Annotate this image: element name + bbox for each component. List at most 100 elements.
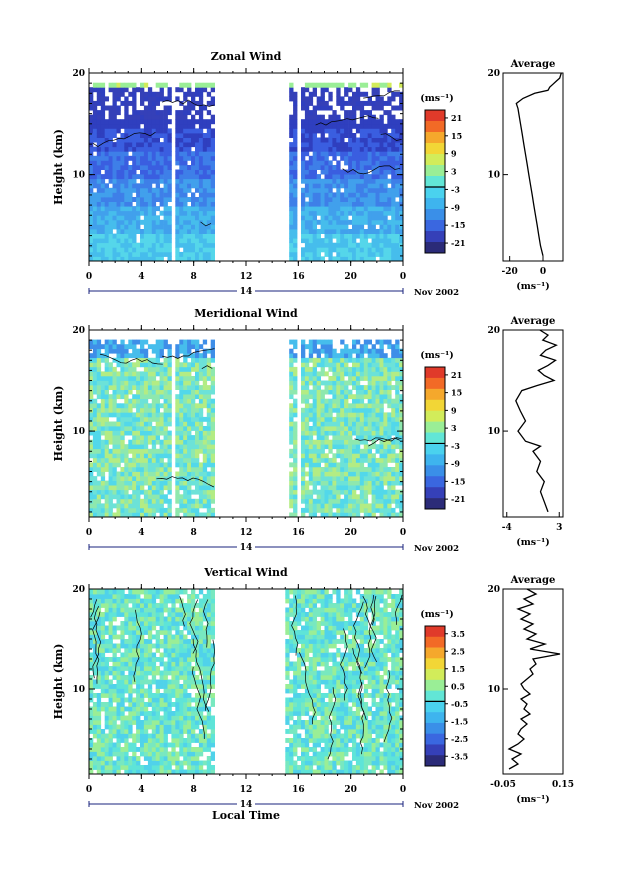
heatmap-cell xyxy=(116,476,121,481)
heatmap-cell xyxy=(89,738,94,743)
heatmap-cell xyxy=(383,183,388,189)
heatmap-cell xyxy=(344,247,349,253)
heatmap-cell xyxy=(395,462,400,468)
heatmap-cell xyxy=(167,242,172,248)
heatmap-cell xyxy=(336,201,341,207)
heatmap-cell xyxy=(379,169,384,175)
heatmap-cell xyxy=(301,362,306,368)
heatmap-cell xyxy=(108,666,113,671)
heatmap-cell xyxy=(340,357,345,363)
heatmap-cell xyxy=(100,142,106,148)
heatmap-cell xyxy=(312,366,317,372)
heatmap-cell xyxy=(132,715,137,721)
heatmap-cell xyxy=(324,224,329,230)
heatmap-cell xyxy=(371,389,376,395)
heatmap-cell xyxy=(371,353,376,359)
heatmap-cell xyxy=(92,448,98,454)
heatmap-cell xyxy=(175,123,180,129)
heatmap-cell xyxy=(391,426,396,431)
heatmap-cell xyxy=(163,376,168,381)
heatmap-cell xyxy=(187,407,192,413)
colorbar-segment xyxy=(425,176,445,188)
heatmap-cell xyxy=(316,183,321,189)
heatmap-cell xyxy=(320,403,325,409)
heatmap-cell xyxy=(324,353,329,359)
heatmap-cell xyxy=(391,480,396,486)
heatmap-cell xyxy=(355,403,361,409)
heatmap-cell xyxy=(108,197,113,202)
heatmap-cell xyxy=(116,589,121,595)
heatmap-cell xyxy=(89,389,94,395)
heatmap-cell xyxy=(104,256,109,262)
heatmap-cell xyxy=(136,160,141,166)
heatmap-cell xyxy=(383,489,388,495)
heatmap-cell xyxy=(340,105,345,111)
heatmap-cell xyxy=(301,412,306,418)
heatmap-cell xyxy=(383,471,388,477)
contour-line xyxy=(162,348,215,359)
heatmap-cell xyxy=(167,357,172,363)
heatmap-cell xyxy=(352,210,357,216)
heatmap-cell xyxy=(136,357,141,363)
heatmap-cell xyxy=(289,421,294,427)
heatmap-cell xyxy=(379,489,384,495)
heatmap-cell xyxy=(124,453,129,459)
heatmap-cell xyxy=(198,187,204,193)
heatmap-cell xyxy=(187,123,192,129)
heatmap-cell xyxy=(379,407,384,413)
heatmap-cell xyxy=(104,666,109,671)
heatmap-cell xyxy=(328,503,333,509)
heatmap-cell xyxy=(116,362,121,368)
heatmap-cell xyxy=(391,201,396,207)
heatmap-cell xyxy=(316,210,321,216)
heatmap-cell xyxy=(108,738,113,743)
heatmap-cell xyxy=(89,430,94,436)
heatmap-cell xyxy=(132,589,137,595)
heatmap-cell xyxy=(363,357,369,363)
heatmap-cell xyxy=(316,503,321,509)
heatmap-cell xyxy=(96,738,102,743)
heatmap-cell xyxy=(316,238,321,244)
heatmap-cell xyxy=(391,192,396,198)
heatmap-cell xyxy=(163,142,168,148)
heatmap-cell xyxy=(151,178,157,184)
heatmap-cell xyxy=(124,229,129,234)
heatmap-cell xyxy=(359,353,365,359)
heatmap-cell xyxy=(136,416,141,422)
heatmap-cell xyxy=(352,444,357,450)
heatmap-cell xyxy=(195,344,200,350)
heatmap-cell xyxy=(89,643,94,649)
heatmap-cell xyxy=(104,123,109,129)
heatmap-cell xyxy=(293,421,298,427)
heatmap-cell xyxy=(100,238,106,244)
heatmap-cell xyxy=(301,480,306,486)
heatmap-cell xyxy=(92,756,98,761)
heatmap-cell xyxy=(344,219,349,225)
heatmap-cell xyxy=(195,467,200,472)
heatmap-cell xyxy=(355,444,361,450)
heatmap-cell xyxy=(112,711,117,716)
heatmap-cell xyxy=(179,348,184,354)
heatmap-cell xyxy=(96,471,102,477)
heatmap-cell xyxy=(108,238,113,244)
heatmap-cell xyxy=(316,339,321,345)
heatmap-cell xyxy=(293,219,298,225)
heatmap-cell xyxy=(108,476,113,481)
heatmap-cell xyxy=(363,512,369,518)
heatmap-cell xyxy=(120,421,125,427)
heatmap-cell xyxy=(108,146,113,152)
heatmap-cell xyxy=(312,512,317,518)
heatmap-cell xyxy=(210,146,215,152)
heatmap-cell xyxy=(92,114,98,120)
heatmap-cell xyxy=(159,498,164,504)
heatmap-cell xyxy=(179,165,184,170)
heatmap-cell xyxy=(371,123,376,129)
heatmap-cell xyxy=(375,178,380,184)
heatmap-cell xyxy=(344,229,349,234)
heatmap-cell xyxy=(340,100,345,106)
heatmap-cell xyxy=(308,256,314,262)
heatmap-cell xyxy=(140,412,145,418)
heatmap-cell xyxy=(301,476,306,481)
heatmap-cell xyxy=(352,394,357,400)
heatmap-cell xyxy=(206,494,212,500)
